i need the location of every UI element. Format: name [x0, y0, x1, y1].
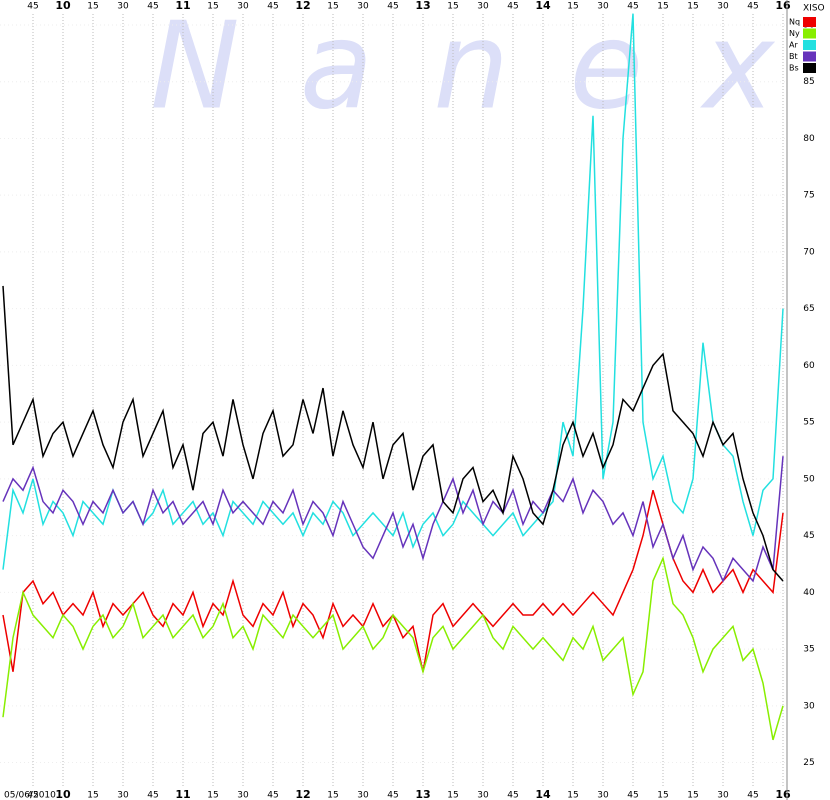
x-tick-label: 16: [775, 0, 791, 12]
x-tick-label: 45: [747, 2, 758, 12]
x-tick-label: 30: [237, 2, 249, 12]
x-tick-label: 14: [535, 788, 551, 800]
x-tick-label: 30: [477, 791, 489, 800]
x-tick-label: 10: [55, 788, 71, 800]
x-tick-label: 15: [207, 791, 218, 800]
x-tick-label: 15: [657, 791, 668, 800]
x-tick-label: 30: [357, 2, 369, 12]
x-tick-label: 15: [87, 2, 98, 12]
x-tick-label: 30: [717, 2, 729, 12]
legend-swatch: [803, 63, 816, 73]
symbol-label: XISO: [803, 4, 825, 14]
x-tick-label: 45: [147, 2, 158, 12]
x-tick-label: 13: [415, 788, 430, 800]
x-tick-label: 14: [535, 0, 551, 12]
x-tick-label: 13: [415, 0, 430, 12]
x-tick-label: 30: [237, 791, 249, 800]
date-label: 05/06/2010: [4, 791, 56, 800]
y-tick-label: 60: [803, 361, 815, 371]
legend-label: Ny: [789, 29, 800, 38]
x-tick-label: 45: [267, 2, 278, 12]
legend-swatch: [803, 28, 816, 39]
y-tick-label: 45: [803, 531, 814, 541]
y-tick-label: 35: [803, 645, 814, 655]
legend-label: Nq: [789, 18, 800, 27]
series-line: [2, 456, 784, 583]
y-tick-label: 55: [803, 418, 814, 428]
y-tick-label: 70: [803, 247, 815, 257]
x-tick-label: 30: [477, 2, 489, 12]
x-tick-label: 16: [775, 788, 791, 800]
x-tick-label: 45: [507, 2, 518, 12]
y-tick-label: 25: [803, 758, 814, 768]
x-tick-label: 15: [447, 2, 458, 12]
series-line: [2, 285, 784, 582]
legend-swatch: [803, 17, 816, 27]
legend-label: Bt: [789, 52, 798, 61]
x-tick-label: 15: [447, 791, 458, 800]
x-tick-label: 15: [687, 791, 698, 800]
y-tick-label: 75: [803, 191, 814, 201]
x-tick-label: 45: [147, 791, 158, 800]
y-tick-label: 40: [803, 588, 815, 598]
x-tick-label: 45: [507, 791, 518, 800]
x-tick-label: 45: [747, 791, 758, 800]
x-tick-label: 11: [175, 788, 190, 800]
x-tick-label: 30: [597, 791, 609, 800]
x-tick-label: 45: [627, 2, 638, 12]
x-tick-label: 30: [117, 791, 129, 800]
x-tick-label: 45: [27, 791, 38, 800]
x-tick-label: 15: [207, 2, 218, 12]
y-tick-label: 50: [803, 474, 815, 484]
x-tick-label: 30: [357, 791, 369, 800]
x-tick-label: 15: [567, 791, 578, 800]
watermark: Nanex: [150, 0, 830, 137]
y-tick-label: 65: [803, 304, 814, 314]
x-tick-label: 45: [267, 791, 278, 800]
x-tick-label: 15: [687, 2, 698, 12]
x-tick-label: 15: [567, 2, 578, 12]
x-tick-label: 45: [627, 791, 638, 800]
x-tick-label: 12: [295, 0, 310, 12]
x-tick-label: 10: [55, 0, 71, 12]
x-tick-label: 15: [657, 2, 668, 12]
y-tick-label: 85: [803, 77, 814, 87]
legend-label: Ar: [789, 41, 798, 50]
x-tick-label: 45: [387, 2, 398, 12]
x-tick-label: 11: [175, 0, 190, 12]
x-tick-label: 45: [387, 791, 398, 800]
series-line: [2, 555, 784, 741]
x-tick-label: 30: [717, 791, 729, 800]
x-tick-label: 45: [27, 2, 38, 12]
legend-label: Bs: [789, 64, 799, 73]
legend-swatch: [803, 40, 816, 50]
y-tick-label: 80: [803, 134, 815, 144]
x-tick-label: 30: [117, 2, 129, 12]
legend-swatch: [803, 51, 816, 62]
x-tick-label: 15: [87, 791, 98, 800]
x-tick-label: 15: [327, 791, 338, 800]
x-tick-label: 15: [327, 2, 338, 12]
x-tick-label: 12: [295, 788, 310, 800]
x-tick-label: 30: [597, 2, 609, 12]
y-tick-label: 30: [803, 701, 815, 711]
